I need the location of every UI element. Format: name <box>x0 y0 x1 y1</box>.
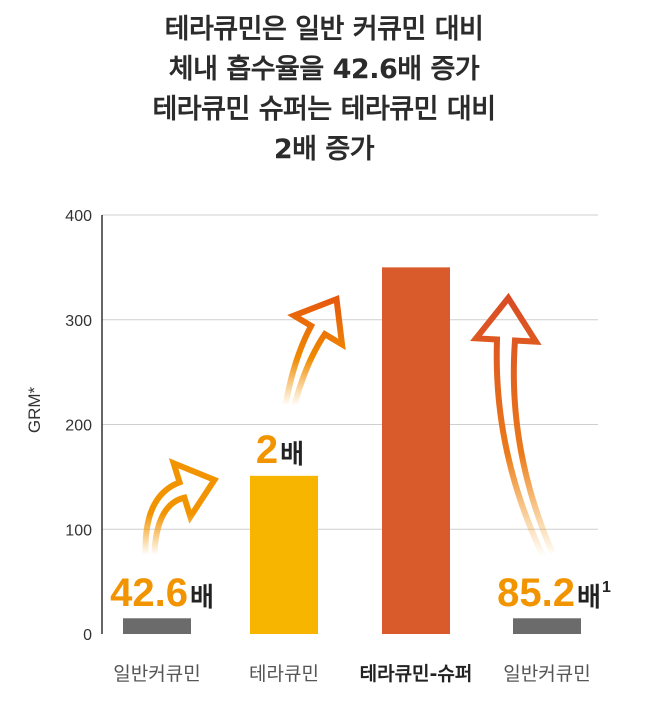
bar <box>123 618 191 634</box>
y-axis-label: GRM* <box>25 386 44 433</box>
growth-arrow-icon <box>142 458 219 556</box>
category-label: 테라큐민-슈퍼 <box>360 663 473 685</box>
arrow-layer <box>142 292 556 559</box>
category-label-layer: 일반커큐민 테라큐민 테라큐민-슈퍼 일반커큐민 <box>113 663 590 685</box>
y-tick-layer: 0 100 200 300 400 <box>65 208 92 644</box>
y-tick-label: 200 <box>65 418 92 435</box>
footnote-mark: 1 <box>602 579 611 596</box>
category-label: 일반커큐민 <box>503 663 590 685</box>
multiplier-suffix: 배 <box>280 440 304 470</box>
category-label: 일반커큐민 <box>113 663 200 685</box>
headline-line-1: 테라큐민은 일반 커큐민 대비 <box>164 14 484 45</box>
multiplier-number: 2 <box>256 428 278 472</box>
growth-arrow-icon <box>282 294 346 407</box>
bar <box>382 267 450 634</box>
multiplier-annotation: 85.2배1 <box>497 571 611 615</box>
y-tick-label: 0 <box>83 627 92 644</box>
bar <box>513 618 581 634</box>
headline-line-3: 테라큐민 슈퍼는 테라큐민 대비 <box>152 94 496 125</box>
category-label: 테라큐민 <box>249 663 319 685</box>
multiplier-number: 42.6 <box>110 571 188 615</box>
headline-line-4: 2배 증가 <box>273 134 375 165</box>
multiplier-number: 85.2 <box>497 571 575 615</box>
y-tick-label: 100 <box>65 522 92 539</box>
multiplier-annotation: 42.6배 <box>110 571 214 615</box>
multiplier-suffix: 배 <box>577 583 601 613</box>
bar <box>250 475 318 634</box>
multiplier-suffix: 배 <box>190 583 214 613</box>
multiplier-annotation: 2배 <box>256 428 304 472</box>
bar-layer <box>123 267 581 634</box>
growth-arrow-icon <box>470 292 556 559</box>
y-tick-label: 400 <box>65 208 92 225</box>
y-tick-label: 300 <box>65 313 92 330</box>
headline-line-2: 체내 흡수율을 42.6배 증가 <box>168 54 480 85</box>
headline: 테라큐민은 일반 커큐민 대비 체내 흡수율을 42.6배 증가 테라큐민 슈퍼… <box>0 10 648 170</box>
